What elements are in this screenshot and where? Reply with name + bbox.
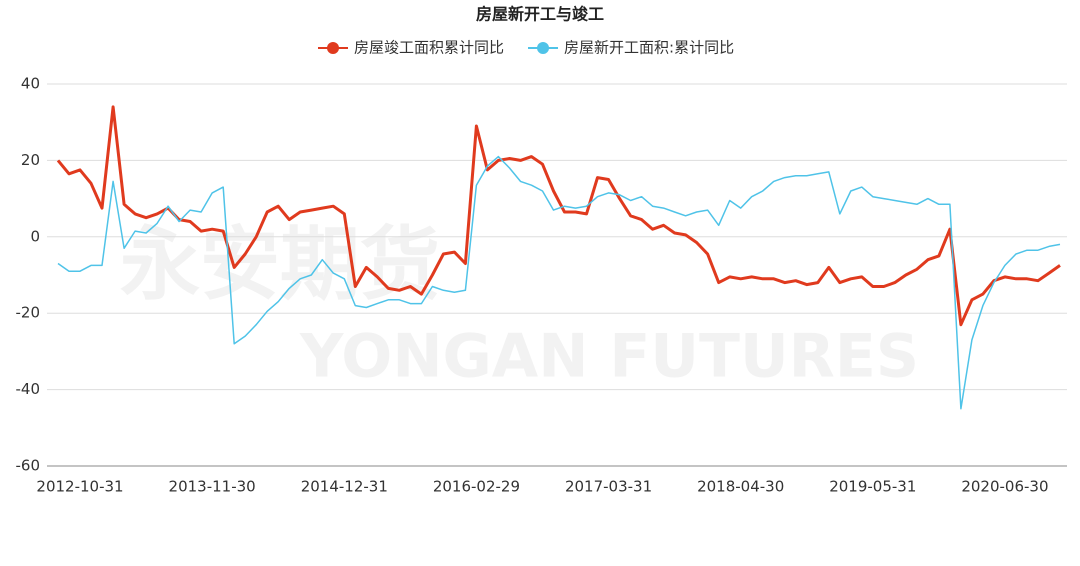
series-line bbox=[57, 155, 1061, 410]
y-tick-label: 40 bbox=[21, 75, 40, 93]
watermark: 永安期货 bbox=[120, 218, 440, 311]
x-tick-label: 2018-04-30 bbox=[697, 478, 784, 496]
x-tick-label: 2019-05-31 bbox=[829, 478, 916, 496]
x-tick-label: 2012-10-31 bbox=[36, 478, 123, 496]
x-tick-label: 2020-06-30 bbox=[961, 478, 1048, 496]
legend-label: 房屋新开工面积:累计同比 bbox=[564, 39, 734, 57]
watermark: YONGAN FUTURES bbox=[299, 322, 919, 392]
x-tick-label: 2013-11-30 bbox=[169, 478, 256, 496]
y-tick-label: -40 bbox=[16, 380, 41, 398]
y-tick-label: 20 bbox=[21, 151, 40, 169]
chart-title: 房屋新开工与竣工 bbox=[476, 5, 604, 24]
x-tick-label: 2014-12-31 bbox=[301, 478, 388, 496]
series-line bbox=[56, 105, 1061, 327]
x-tick-label: 2016-02-29 bbox=[433, 478, 520, 496]
y-tick-label: 0 bbox=[30, 227, 40, 245]
x-tick-label: 2017-03-31 bbox=[565, 478, 652, 496]
y-tick-label: -20 bbox=[16, 304, 41, 322]
legend-marker bbox=[327, 42, 339, 54]
legend-marker bbox=[537, 42, 550, 54]
y-tick-label: -60 bbox=[16, 457, 41, 475]
legend-label: 房屋竣工面积累计同比 bbox=[354, 39, 504, 57]
